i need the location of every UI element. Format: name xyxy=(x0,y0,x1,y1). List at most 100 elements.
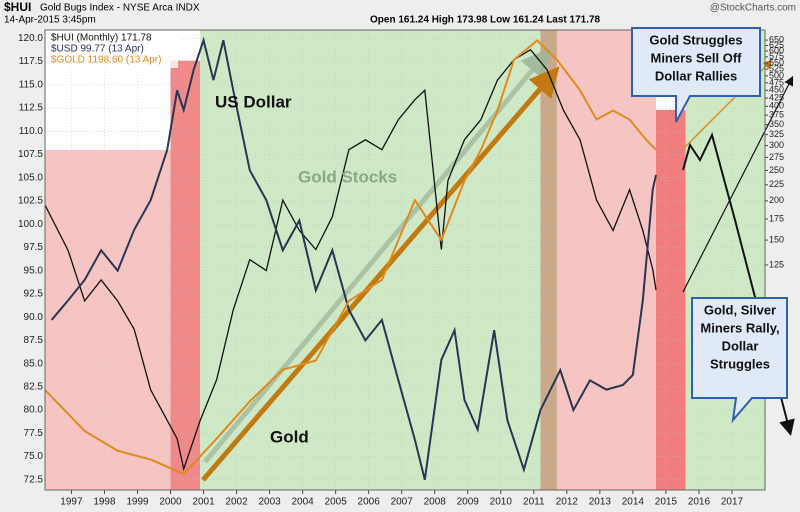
shaded-region xyxy=(200,30,541,490)
annotation-arrow xyxy=(203,47,552,464)
x-tick-label: 2006 xyxy=(358,497,381,508)
y-tick-label: 80.0 xyxy=(24,405,44,416)
x-tick-label: 1999 xyxy=(126,497,149,508)
quote: Open 161.24 High 173.98 Low 161.24 Last … xyxy=(370,15,601,26)
y-tick-label: 72.5 xyxy=(24,474,44,485)
shaded-region xyxy=(685,30,765,490)
series-line xyxy=(44,48,657,472)
y-tick-label: 102.5 xyxy=(18,196,43,207)
plot-area xyxy=(44,30,795,491)
series-line xyxy=(44,39,657,476)
legend-box xyxy=(48,32,178,68)
y2-tick-label: 550 xyxy=(769,57,784,67)
x-tick-label: 1998 xyxy=(93,497,116,508)
x-tick-label: 2005 xyxy=(325,497,348,508)
x-tick-label: 2001 xyxy=(192,497,215,508)
y2-tick-label: 325 xyxy=(769,129,784,139)
x-tick-label: 2011 xyxy=(523,497,545,508)
y-tick-label: 87.5 xyxy=(24,335,44,346)
legend-entry: $USD 99.77 (13 Apr) xyxy=(51,44,144,55)
x-tick-label: 2010 xyxy=(490,497,513,508)
plot-border xyxy=(44,29,766,491)
y2-tick-label: 150 xyxy=(769,234,784,244)
shaded-region xyxy=(170,60,201,491)
y-tick-label: 112.5 xyxy=(19,103,44,114)
y2-tick-label: 125 xyxy=(769,259,784,269)
y2-tick-label: 500 xyxy=(769,70,784,80)
shaded-region xyxy=(556,30,657,490)
y2-tick-label: 525 xyxy=(769,64,784,74)
source: @StockCharts.com xyxy=(710,3,796,14)
y2-tick-label: 350 xyxy=(769,119,784,129)
callout-text: Gold, Silver xyxy=(704,302,776,317)
index-name: Gold Bugs Index - NYSE Arca INDX xyxy=(40,3,200,14)
y2-tick-label: 400 xyxy=(769,101,784,111)
callout-text: Dollar Rallies xyxy=(655,68,737,83)
y-tick-label: 117.5 xyxy=(19,56,44,67)
y2-tick-label: 425 xyxy=(769,92,784,102)
symbol: $HUI xyxy=(4,0,31,14)
date: 14-Apr-2015 3:45pm xyxy=(4,15,96,26)
x-tick-label: 2017 xyxy=(721,497,744,508)
y2-tick-label: 650 xyxy=(769,34,784,44)
y2-tick-label: 300 xyxy=(769,140,784,150)
annotation-arrow xyxy=(682,132,795,436)
y-tick-label: 92.5 xyxy=(24,289,44,300)
y2-tick-label: 200 xyxy=(769,195,784,205)
y2-tick-label: 625 xyxy=(769,40,784,50)
callout-text: Gold Struggles xyxy=(649,32,742,47)
x-tick-label: 2013 xyxy=(589,497,612,508)
y-tick-label: 107.5 xyxy=(18,149,43,160)
y-tick-label: 90.0 xyxy=(24,312,44,323)
x-tick-label: 2007 xyxy=(391,497,414,508)
y-tick-label: 82.5 xyxy=(24,381,44,392)
x-tick-label: 2012 xyxy=(556,497,579,508)
x-tick-label: 1997 xyxy=(60,497,83,508)
shaded-region xyxy=(45,149,171,490)
legend-entry: $GOLD 1198.60 (13 Apr) xyxy=(51,55,161,66)
callout-box xyxy=(691,297,788,424)
annotation-arrow xyxy=(201,66,560,482)
y-tick-label: 100.0 xyxy=(18,219,43,230)
x-tick-label: 2014 xyxy=(622,497,645,508)
callout-text: Dollar xyxy=(722,338,759,353)
y2-tick-label: 175 xyxy=(769,213,784,223)
y-tick-label: 85.0 xyxy=(24,358,44,369)
x-tick-label: 2004 xyxy=(291,497,314,508)
callout-box xyxy=(631,27,761,123)
y-tick-label: 110.0 xyxy=(19,126,44,137)
y2-tick-label: 475 xyxy=(769,77,784,87)
x-tick-label: 2016 xyxy=(688,497,711,508)
series-line xyxy=(50,36,657,481)
y-tick-label: 120.0 xyxy=(18,33,43,44)
y-tick-label: 105.0 xyxy=(18,172,43,183)
x-tick-label: 2008 xyxy=(424,497,447,508)
y-tick-label: 75.0 xyxy=(24,451,44,462)
x-tick-label: 2003 xyxy=(258,497,281,508)
y-tick-label: 95.0 xyxy=(24,265,44,276)
x-tick-label: 2002 xyxy=(225,497,248,508)
annotation: Gold Stocks xyxy=(298,167,397,186)
annotation-arrow xyxy=(682,75,794,293)
annotation: US Dollar xyxy=(215,92,292,111)
x-tick-label: 2000 xyxy=(159,497,182,508)
x-tick-label: 2015 xyxy=(655,497,678,508)
y-tick-label: 115.0 xyxy=(19,79,44,90)
callout-text: Miners Sell Off xyxy=(650,50,742,65)
y2-tick-label: 450 xyxy=(769,85,784,95)
callout-text: Miners Rally, xyxy=(700,320,779,335)
y-tick-label: 97.5 xyxy=(24,242,44,253)
y2-tick-label: 250 xyxy=(769,165,784,175)
legend-entry: $HUI (Monthly) 171.78 xyxy=(51,33,152,44)
shaded-region xyxy=(656,109,686,490)
y2-tick-label: 375 xyxy=(769,109,784,119)
shaded-region xyxy=(540,30,557,490)
y2-tick-label: 275 xyxy=(769,152,784,162)
annotation: Gold xyxy=(270,427,309,446)
y2-tick-label: 600 xyxy=(769,45,784,55)
y2-tick-label: 575 xyxy=(769,51,784,61)
y2-tick-label: 225 xyxy=(769,179,784,189)
callout-text: Struggles xyxy=(710,356,770,371)
header: $HUI Gold Bugs Index - NYSE Arca INDX 14… xyxy=(4,0,796,25)
